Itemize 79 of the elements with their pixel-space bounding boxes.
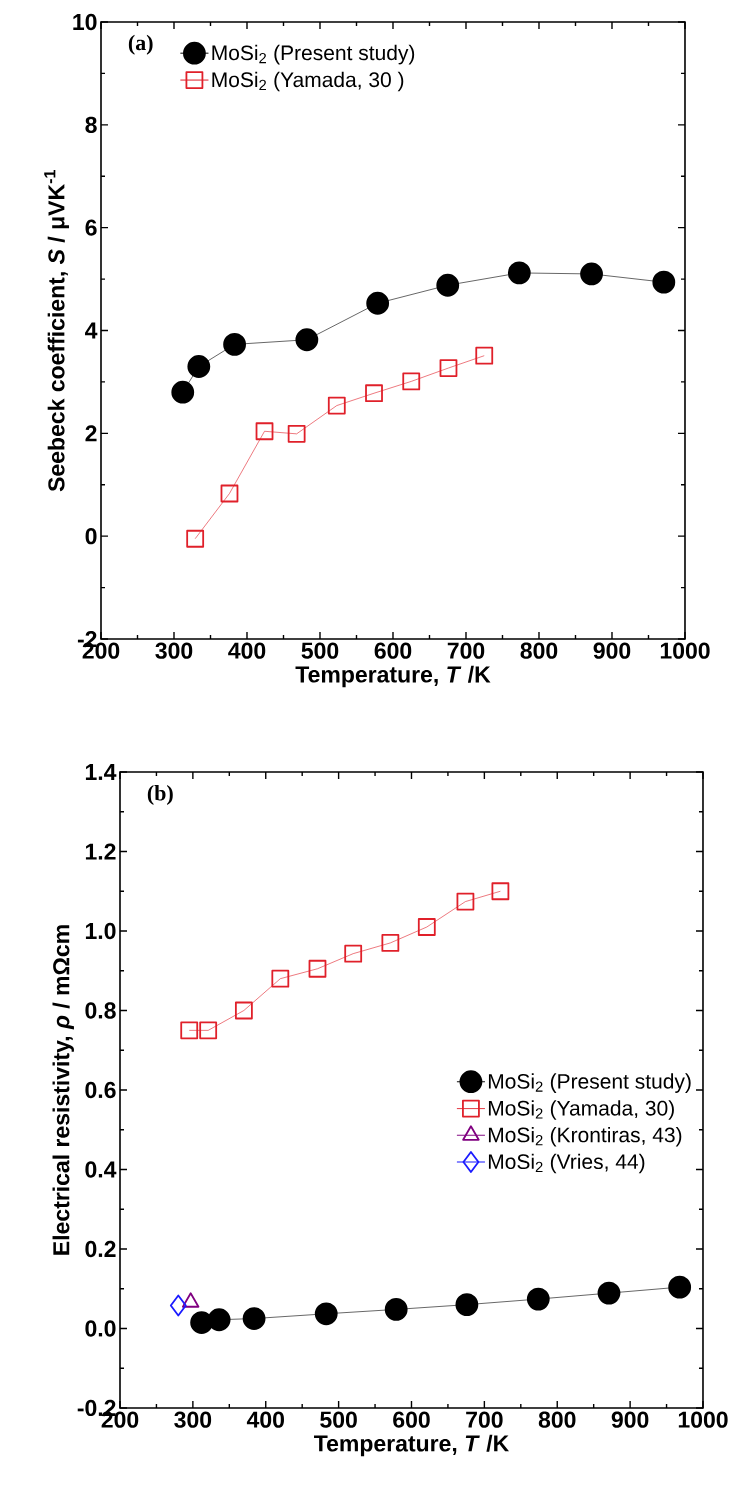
point <box>475 346 494 365</box>
y-tick-label: 0 <box>85 528 97 545</box>
point <box>207 1308 231 1332</box>
point <box>668 1275 692 1299</box>
point <box>417 918 436 936</box>
y-axis-title: Seebeck coefficient, S / μVK$^{-1}$ <box>44 169 70 492</box>
point <box>234 1001 253 1020</box>
legend-label: MoSi$_{2}$ (Present study) <box>212 44 415 65</box>
y-tick-label: 2 <box>85 425 97 442</box>
annotation: (a) <box>128 34 153 55</box>
point <box>580 262 603 286</box>
point <box>180 1021 199 1040</box>
x-tick-label: 1000 <box>660 642 710 659</box>
x-tick-label: 1000 <box>678 1411 728 1428</box>
y-tick-label: 6 <box>85 219 97 236</box>
legend-label: MoSi$_{2}$ (Yamada, 30) <box>488 1100 674 1120</box>
point <box>402 372 421 391</box>
point <box>308 959 327 978</box>
x-tick-label: 500 <box>301 642 339 659</box>
point <box>169 1294 187 1317</box>
x-tick-label: 800 <box>538 1411 576 1428</box>
x-tick-label: 600 <box>374 642 412 659</box>
point <box>327 396 346 415</box>
point <box>255 422 274 441</box>
point <box>314 1302 338 1326</box>
x-tick-label: 700 <box>466 1411 503 1428</box>
x-axis-title: Temperature, T /K <box>295 665 491 688</box>
point <box>491 882 510 901</box>
x-tick-label: 800 <box>520 642 558 659</box>
point <box>439 359 458 377</box>
y-tick-label: 0.2 <box>85 1240 116 1258</box>
x-tick-label: 300 <box>155 642 193 659</box>
point <box>381 934 400 952</box>
point <box>365 384 383 403</box>
point <box>526 1287 550 1311</box>
point <box>366 291 390 315</box>
y-tick-label: 8 <box>85 116 97 133</box>
x-tick-label: 500 <box>320 1411 357 1428</box>
y-tick-label: 0.0 <box>85 1320 116 1337</box>
y-axis-title: Electrical resistivity, ρ / mΩcm <box>52 925 74 1255</box>
y-tick-label: 0.4 <box>85 1161 117 1178</box>
x-tick-label: 900 <box>593 642 631 659</box>
x-tick-label: 400 <box>228 642 266 659</box>
point <box>597 1281 621 1305</box>
x-tick-label: 900 <box>611 1411 649 1428</box>
point <box>271 969 290 988</box>
point <box>199 1021 218 1040</box>
point <box>384 1298 408 1321</box>
x-tick-label: 700 <box>447 642 485 659</box>
y-tick-label: 1.2 <box>85 843 116 860</box>
y-tick-label: 1.0 <box>85 922 116 940</box>
legend-label: MoSi$_{2}$ (Krontiras, 43) <box>488 1126 682 1147</box>
x-tick-label: 300 <box>174 1411 212 1428</box>
point <box>456 892 475 911</box>
y-tick-label: 4 <box>85 322 98 339</box>
point <box>223 332 246 356</box>
y-tick-label: 10 <box>73 13 97 31</box>
point <box>652 270 676 294</box>
legend-label: MoSi$_{2}$ (Vries, 44) <box>488 1153 645 1174</box>
x-tick-label: 600 <box>393 1411 430 1428</box>
y-tick-label: 1.4 <box>85 764 117 780</box>
y-tick-label: 0.6 <box>85 1081 116 1099</box>
legend-label: MoSi$_{2}$ (Present study) <box>488 1073 691 1093</box>
point <box>171 380 195 404</box>
point <box>344 944 363 963</box>
point <box>507 261 531 285</box>
point <box>295 328 319 352</box>
x-tick-label: 400 <box>246 1411 284 1428</box>
point <box>436 273 460 297</box>
x-axis-title: Temperature, T /K <box>314 1434 510 1457</box>
y-tick-label: 0.8 <box>85 1002 116 1019</box>
legend-label: MoSi$_{2}$ (Yamada, 30 ) <box>212 71 404 92</box>
point <box>455 1293 479 1317</box>
point <box>287 424 306 443</box>
point <box>186 529 205 548</box>
point <box>187 355 211 378</box>
point <box>220 484 239 503</box>
point <box>242 1307 266 1330</box>
annotation: (b) <box>147 785 173 806</box>
